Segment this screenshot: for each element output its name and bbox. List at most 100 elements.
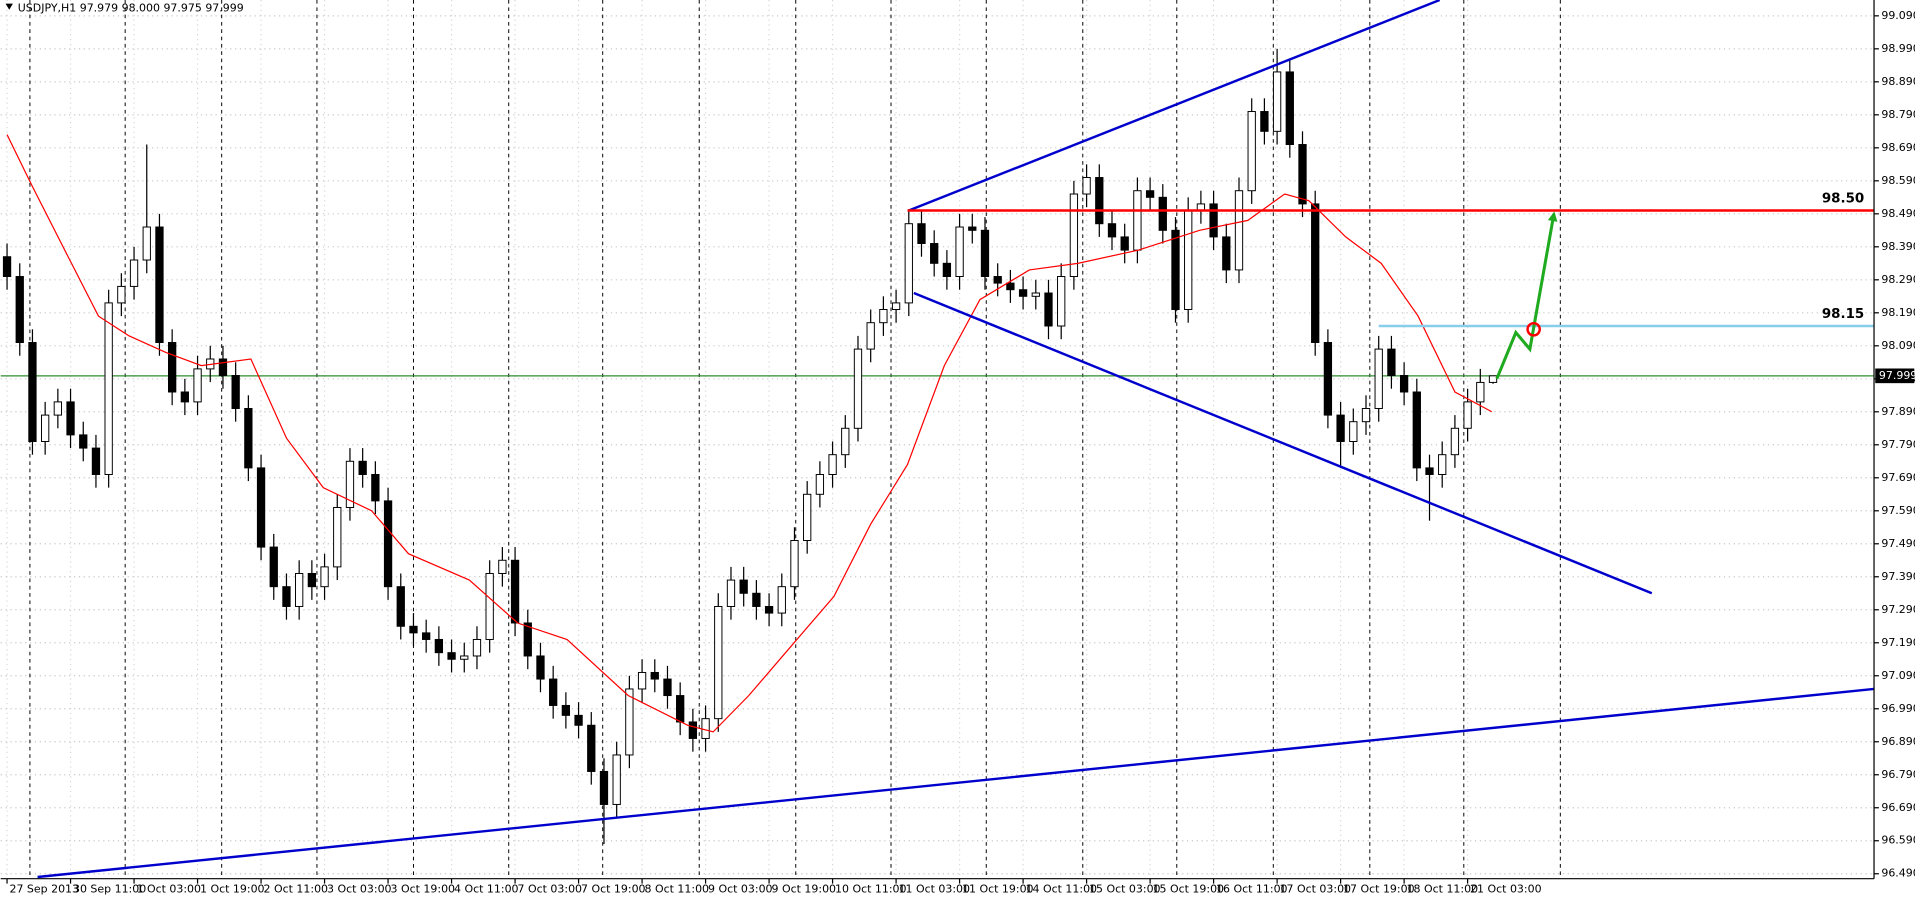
candle-body [1044, 292, 1053, 327]
candle-body [879, 309, 888, 324]
candle-body [1488, 375, 1498, 383]
candle-body [739, 579, 748, 594]
y-tick-label: 98.090 [1881, 339, 1915, 352]
x-tick-label: 17 Oct 03:00 [1280, 883, 1352, 896]
candle-body [396, 586, 405, 627]
y-tick-label: 97.690 [1881, 471, 1915, 484]
x-tick-label: 21 Oct 03:00 [1470, 883, 1542, 896]
trendline [908, 0, 1441, 212]
y-tick-label: 97.190 [1881, 636, 1915, 649]
candle-body [510, 559, 520, 624]
y-tick-label: 96.690 [1881, 801, 1915, 814]
y-tick-label: 98.490 [1881, 207, 1915, 220]
y-tick-label: 97.290 [1881, 603, 1915, 616]
y-tick-label: 97.090 [1881, 669, 1915, 682]
trendline [913, 291, 1653, 595]
candle-body [549, 678, 558, 706]
candle-body [676, 695, 685, 723]
candle-body [714, 605, 723, 720]
candle-body [1006, 282, 1015, 291]
x-tick-label: 11 Oct 03:00 [899, 883, 971, 896]
candle-body [434, 638, 444, 654]
x-tick-label: 9 Oct 03:00 [708, 883, 773, 896]
candle-body [637, 671, 647, 690]
candle-body [193, 368, 202, 403]
x-tick-label: 7 Oct 19:00 [581, 883, 646, 896]
trendline [37, 687, 1875, 879]
x-tick-label: 1 Oct 03:00 [136, 883, 201, 896]
menu-icon[interactable] [5, 3, 13, 10]
candle-body [1133, 190, 1142, 251]
candle-body [625, 688, 634, 756]
y-tick-label: 96.890 [1881, 735, 1915, 748]
x-tick-label: 18 Oct 11:00 [1407, 883, 1479, 896]
candle-body [358, 460, 367, 475]
candle-body [180, 391, 190, 403]
x-tick-label: 4 Oct 11:00 [454, 883, 519, 896]
level-label: 98.15 [1822, 307, 1864, 322]
candle-body [1323, 342, 1333, 416]
candle-body [1107, 223, 1117, 238]
candle-body [1171, 229, 1180, 310]
candle-body [866, 322, 875, 350]
candle-body [1031, 292, 1040, 297]
candle-body [777, 586, 786, 614]
candle-body [764, 605, 774, 614]
candle-body [168, 342, 177, 393]
y-tick-label: 98.390 [1881, 240, 1915, 253]
candle-body [79, 434, 88, 449]
chart-title: USDJPY,H1 97.979 98.000 97.975 97.999 [18, 2, 244, 15]
candle-body [980, 229, 990, 277]
candle-body [841, 427, 850, 456]
x-tick-label: 8 Oct 11:00 [645, 883, 710, 896]
candle-body [460, 655, 469, 660]
candle-body [1158, 196, 1167, 231]
x-tick-label: 1 Oct 19:00 [200, 883, 265, 896]
signal-marker [1526, 321, 1541, 337]
y-tick-label: 96.790 [1881, 768, 1915, 781]
candle-body [828, 454, 837, 475]
candle-body [1184, 210, 1193, 310]
candle-body [472, 638, 482, 657]
candle-body [66, 401, 75, 436]
candle-body [1260, 111, 1269, 132]
candle-body [955, 226, 964, 277]
current-price-label: 97.999 [1879, 369, 1915, 382]
y-tick-label: 98.190 [1881, 306, 1915, 319]
candle-body [1285, 71, 1294, 146]
y-tick-label: 97.790 [1881, 438, 1915, 451]
x-tick-label: 3 Oct 19:00 [391, 883, 456, 896]
candle-body [53, 401, 63, 416]
candle-body [599, 770, 609, 805]
candle-body [269, 546, 278, 588]
candle-body [1145, 190, 1155, 198]
candle-body [1018, 289, 1028, 297]
candle-body [1349, 421, 1358, 442]
candle-body [942, 262, 952, 277]
y-tick-label: 97.490 [1881, 537, 1915, 550]
candle-body [1438, 454, 1447, 475]
candle-body [1272, 71, 1282, 132]
candle-body [752, 592, 761, 607]
y-tick-label: 97.590 [1881, 504, 1915, 517]
candle-body [1425, 467, 1434, 475]
candle-body [1361, 408, 1371, 423]
candle-body [917, 223, 926, 245]
candle-body [1082, 177, 1091, 195]
candle-body [104, 302, 113, 475]
candle-body [485, 572, 494, 640]
candle-body [422, 632, 431, 640]
moving-average [6, 134, 1493, 733]
candle-body [28, 342, 37, 442]
candle-body [1450, 427, 1460, 456]
candle-body [1120, 236, 1129, 251]
candle-body [1336, 414, 1345, 442]
candle-body [536, 655, 545, 680]
candle-body [295, 572, 304, 607]
candle-body [523, 622, 532, 657]
candle-body [91, 447, 101, 475]
candle-body [701, 718, 710, 739]
x-tick-label: 30 Sep 11:00 [73, 883, 146, 896]
x-tick-label: 2 Oct 11:00 [264, 883, 329, 896]
candle-body [650, 671, 659, 680]
